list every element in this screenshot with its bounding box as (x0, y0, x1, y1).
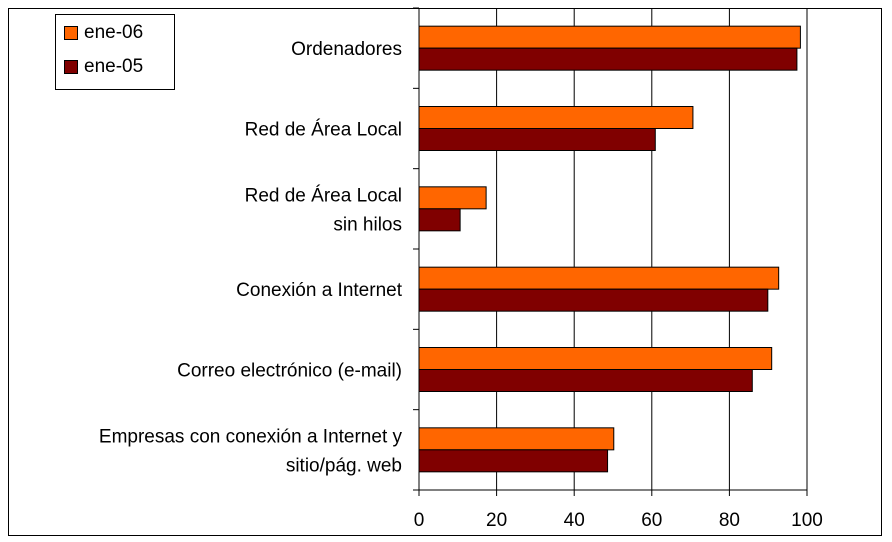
bars (418, 25, 801, 473)
bar-ene-06-0 (418, 25, 801, 49)
x-tick-label-80: 80 (719, 510, 740, 531)
legend-swatch-ene-06 (64, 26, 78, 40)
x-tick-label-100: 100 (791, 510, 823, 531)
bar-ene-05-2 (418, 208, 461, 232)
bar-ene-05-0 (418, 47, 798, 71)
legend-label-ene-06: ene-06 (84, 22, 144, 43)
x-tick-label-40: 40 (564, 510, 585, 531)
category-label-1: Red de Área Local (245, 120, 402, 141)
category-label-2: Red de Área Local sin hilos (245, 185, 402, 235)
x-tick-label-20: 20 (486, 510, 507, 531)
legend-label-ene-05: ene-05 (84, 56, 144, 77)
bar-ene-05-4 (418, 369, 753, 392)
bar-ene-06-2 (418, 186, 487, 210)
category-label-0: Ordenadores (291, 39, 402, 60)
tick-labels: 0 20 40 60 80 100 (414, 510, 823, 531)
bar-ene-05-1 (418, 128, 656, 151)
x-tick-label-60: 60 (641, 510, 662, 531)
bar-ene-06-3 (418, 266, 780, 290)
gridlines (496, 8, 808, 490)
legend-swatch-ene-05 (64, 60, 78, 74)
category-label-4: Correo electrónico (e-mail) (177, 361, 402, 382)
axes (413, 7, 808, 496)
bar-ene-05-5 (418, 449, 609, 473)
category-labels: Ordenadores Red de Área Local Red de Área … (99, 39, 403, 476)
bar-ene-06-4 (418, 347, 773, 370)
legend-item-ene-06: ene-06 (64, 21, 143, 45)
category-label-5: Empresas con conexión a Internet y sitio/… (99, 426, 403, 476)
bar-ene-06-1 (418, 106, 694, 129)
bar-ene-06-5 (418, 427, 615, 451)
legend: ene-06 ene-05 (55, 14, 175, 90)
category-label-3: Conexión a Internet (236, 280, 403, 301)
legend-item-ene-05: ene-05 (64, 55, 143, 79)
x-tick-label-0: 0 (414, 510, 425, 531)
bar-ene-05-3 (418, 288, 769, 312)
